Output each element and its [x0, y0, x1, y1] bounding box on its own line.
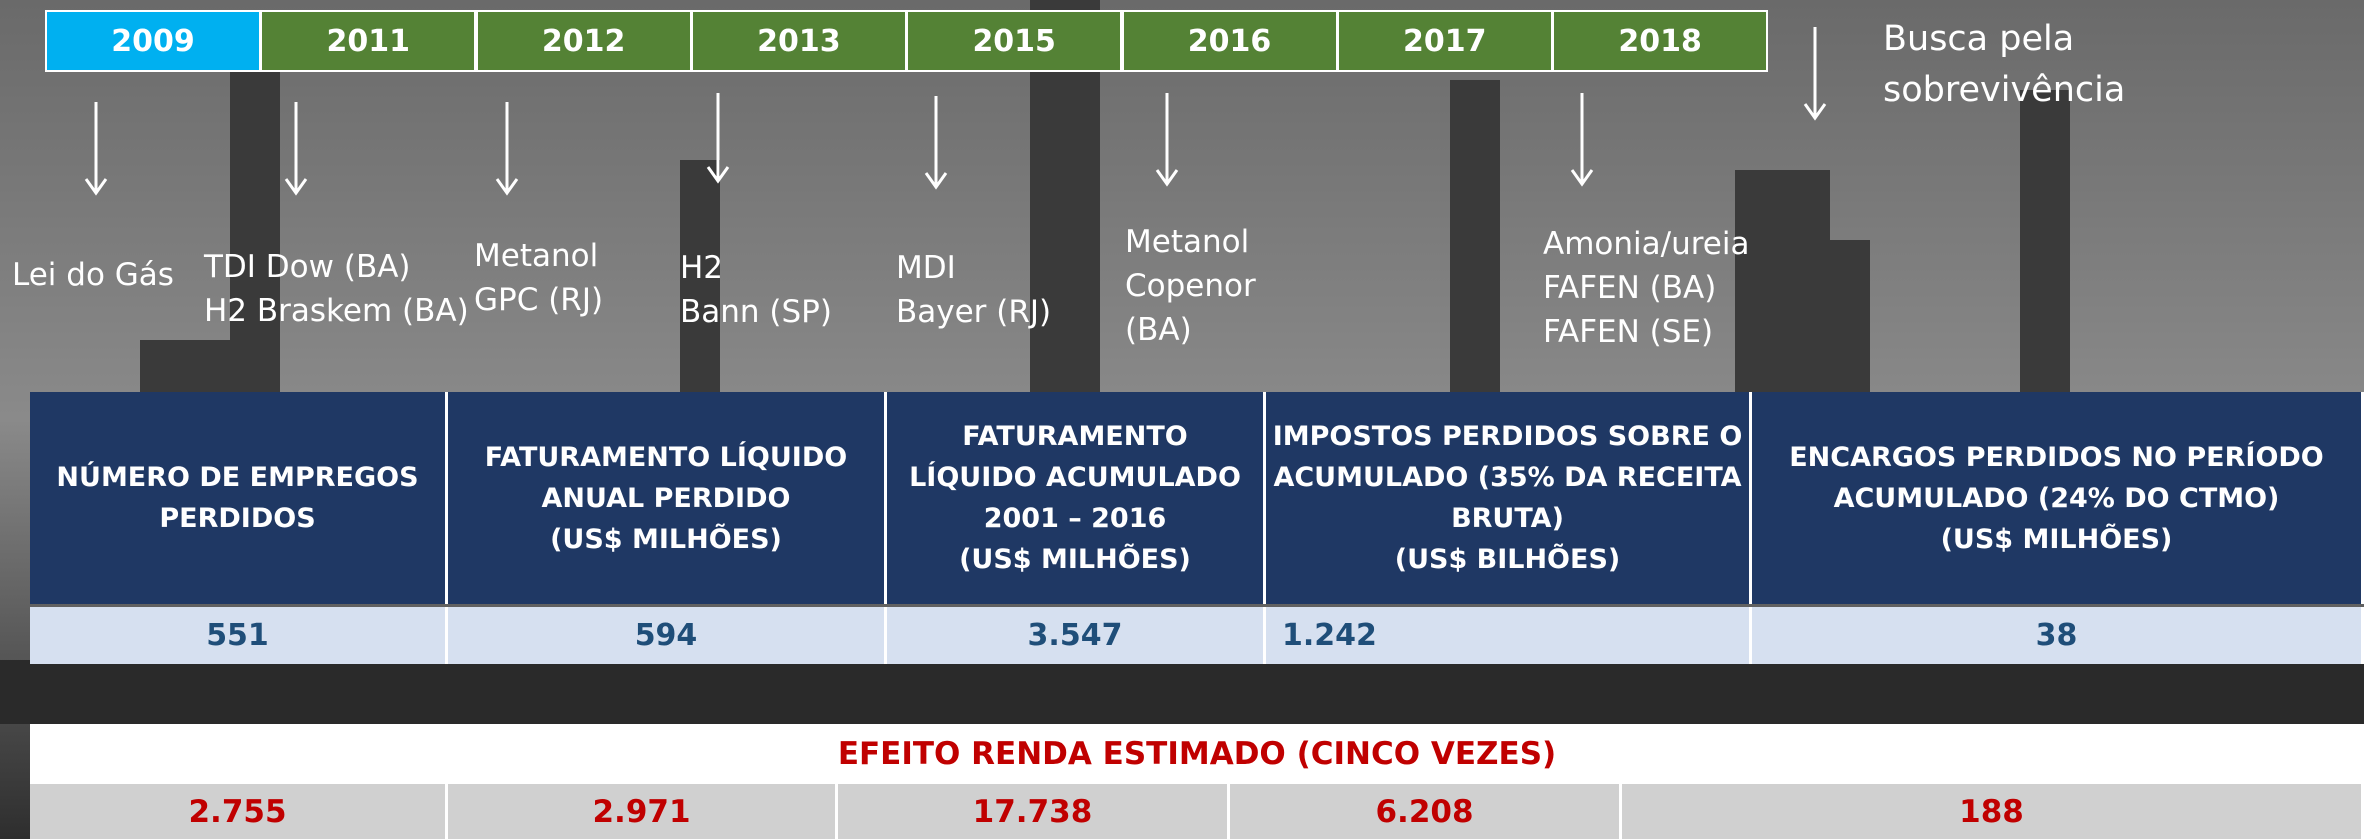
event-line: FAFEN (BA) [1543, 266, 1749, 310]
event-line: Metanol [1125, 220, 1256, 264]
timeline-year: 2015 [906, 10, 1122, 72]
event-line: Bann (SP) [680, 290, 832, 334]
table-value: 594 [448, 607, 887, 664]
timeline-year: 2011 [260, 10, 476, 72]
header-line: (US$ MILHÕES) [448, 519, 884, 560]
timeline-year: 2017 [1337, 10, 1553, 72]
timeline-year: 2013 [691, 10, 907, 72]
timeline-year: 2009 [45, 10, 261, 72]
header-line: (US$ BILHÕES) [1266, 539, 1749, 580]
table-value: 38 [1752, 607, 2364, 664]
effect-value: 2.755 [30, 784, 448, 839]
event-label: TDI Dow (BA)H2 Braskem (BA) [204, 245, 469, 333]
event-line: FAFEN (SE) [1543, 310, 1749, 354]
event-line: Busca pela [1883, 14, 2125, 65]
event-line: Lei do Gás [12, 253, 174, 297]
table-value: 551 [30, 607, 448, 664]
header-line: FATURAMENTO LÍQUIDO [448, 437, 884, 478]
event-line: Bayer (RJ) [896, 290, 1051, 334]
effect-value: 6.208 [1230, 784, 1622, 839]
event-line: Copenor [1125, 264, 1256, 308]
effect-value: 2.971 [448, 784, 838, 839]
effect-value: 188 [1622, 784, 2364, 839]
timeline-year: 2012 [476, 10, 692, 72]
event-line: sobrevivência [1883, 65, 2125, 116]
effect-value: 17.738 [838, 784, 1230, 839]
header-line: 2001 – 2016 [887, 498, 1263, 539]
header-line: ACUMULADO (35% DA RECEITA [1266, 457, 1749, 498]
event-label: Lei do Gás [12, 253, 174, 297]
header-line: PERDIDOS [30, 498, 445, 539]
event-line: GPC (RJ) [474, 278, 603, 322]
header-line: FATURAMENTO [887, 416, 1263, 457]
timeline-year: 2018 [1552, 10, 1768, 72]
effect-band: EFEITO RENDA ESTIMADO (CINCO VEZES) [30, 724, 2364, 784]
event-line: TDI Dow (BA) [204, 245, 469, 289]
event-line: H2 Braskem (BA) [204, 289, 469, 333]
header-line: (US$ MILHÕES) [1752, 519, 2361, 560]
header-line: ENCARGOS PERDIDOS NO PERÍODO [1752, 437, 2361, 478]
header-line: ACUMULADO (24% DO CTMO) [1752, 478, 2361, 519]
header-line: BRUTA) [1266, 498, 1749, 539]
header-line: ANUAL PERDIDO [448, 478, 884, 519]
event-line: Metanol [474, 234, 603, 278]
event-line: Amonia/ureia [1543, 222, 1749, 266]
event-line: MDI [896, 246, 1051, 290]
event-line: H2 [680, 246, 832, 290]
event-line: (BA) [1125, 308, 1256, 352]
header-line: LÍQUIDO ACUMULADO [887, 457, 1263, 498]
slide: 20092011201220132015201620172018 Lei do G… [0, 0, 2364, 839]
header-line: IMPOSTOS PERDIDOS SOBRE O [1266, 416, 1749, 457]
header-line: NÚMERO DE EMPREGOS [30, 457, 445, 498]
table-value: 3.547 [887, 607, 1266, 664]
table-value: 1.242 [1266, 607, 1752, 664]
timeline-year: 2016 [1122, 10, 1338, 72]
header-line: (US$ MILHÕES) [887, 539, 1263, 580]
